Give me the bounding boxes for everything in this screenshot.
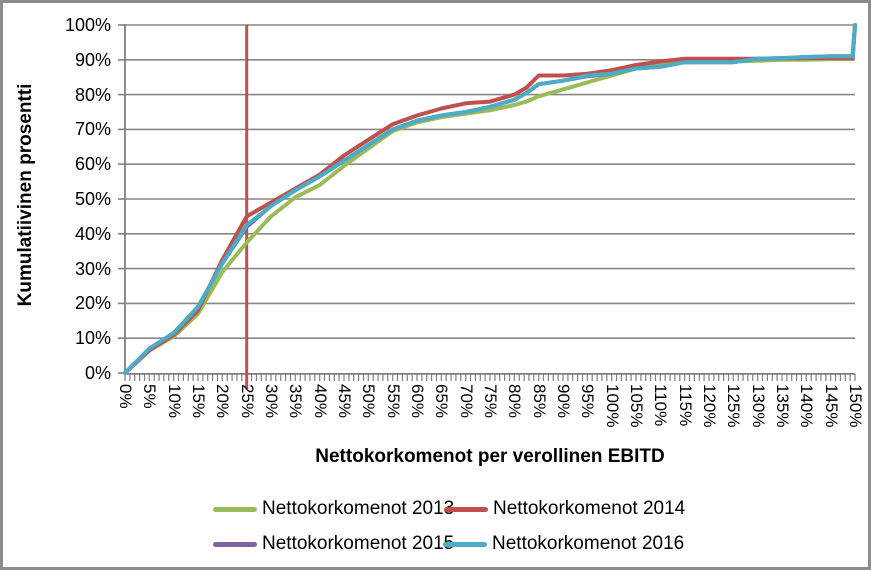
legend-label-2014: Nettokorkomenot 2014 bbox=[493, 498, 686, 519]
x-tick-label: 15% bbox=[189, 384, 208, 419]
x-tick-label: 130% bbox=[748, 384, 768, 428]
legend-item-2016: Nettokorkomenot 2016 bbox=[443, 534, 684, 554]
x-tick-label: 100% bbox=[602, 384, 622, 428]
x-axis-title: Nettokorkomenot per verollinen EBITD bbox=[315, 446, 665, 467]
x-tick-label: 10% bbox=[164, 384, 184, 419]
x-tick-label: 65% bbox=[432, 384, 452, 419]
x-tick-label: 25% bbox=[237, 384, 257, 419]
y-tick-label: 60% bbox=[74, 154, 111, 175]
x-tick-label: 50% bbox=[359, 384, 379, 419]
y-tick-label: 90% bbox=[74, 49, 111, 70]
y-tick-label: 50% bbox=[74, 189, 111, 209]
legend-item-2015: Nettokorkomenot 2015 bbox=[213, 534, 454, 554]
x-tick-label: 110% bbox=[651, 384, 671, 427]
x-tick-label: 30% bbox=[262, 384, 281, 419]
x-tick-label: 80% bbox=[505, 384, 525, 419]
y-tick-label: 70% bbox=[74, 119, 111, 140]
x-tick-label: 85% bbox=[529, 384, 549, 419]
legend-item-2013: Nettokorkomenot 2013 bbox=[213, 499, 454, 519]
x-tick-label: 35% bbox=[286, 384, 306, 419]
x-tick-label: 0% bbox=[116, 384, 135, 409]
legend-label-2015: Nettokorkomenot 2015 bbox=[262, 533, 455, 554]
x-tick-label: 70% bbox=[456, 384, 476, 419]
x-tick-label: 145% bbox=[821, 384, 841, 428]
plot-area-svg bbox=[118, 23, 857, 389]
legend-swatch-2015 bbox=[213, 541, 257, 547]
x-tick-label: 135% bbox=[773, 384, 792, 428]
x-tick-label: 55% bbox=[383, 384, 403, 419]
x-tick-label: 115% bbox=[675, 384, 695, 427]
y-tick-label: 40% bbox=[74, 223, 111, 244]
x-tick-label: 5% bbox=[140, 384, 160, 409]
y-tick-label: 30% bbox=[74, 258, 111, 279]
y-tick-label: 0% bbox=[84, 363, 111, 383]
y-tick-label: 10% bbox=[74, 328, 111, 349]
x-tick-label: 75% bbox=[481, 384, 500, 419]
x-tick-label: 45% bbox=[335, 384, 354, 419]
y-tick-label: 100% bbox=[64, 15, 111, 35]
legend-label-2016: Nettokorkomenot 2016 bbox=[492, 533, 685, 554]
x-tick-label: 90% bbox=[554, 384, 573, 419]
series-line-3 bbox=[123, 23, 857, 375]
x-tick-label: 40% bbox=[310, 384, 330, 419]
legend-swatch-2014 bbox=[444, 506, 488, 512]
legend-label-2013: Nettokorkomenot 2013 bbox=[262, 498, 455, 519]
y-tick-label: 80% bbox=[74, 84, 111, 105]
x-tick-label: 95% bbox=[578, 384, 598, 419]
x-tick-label: 140% bbox=[797, 384, 817, 428]
legend-item-2014: Nettokorkomenot 2014 bbox=[444, 499, 685, 519]
x-tick-label: 60% bbox=[408, 384, 427, 419]
x-tick-label: 125% bbox=[724, 384, 744, 428]
legend-swatch-2016 bbox=[443, 541, 487, 547]
x-tick-label: 20% bbox=[213, 384, 233, 419]
x-tick-label: 105% bbox=[627, 384, 646, 428]
x-tick-label: 150% bbox=[846, 384, 865, 428]
y-tick-label: 20% bbox=[74, 293, 111, 314]
y-axis-title: Kumulatiivinen prosentti bbox=[15, 83, 36, 307]
x-tick-label: 120% bbox=[700, 384, 719, 428]
legend-swatch-2013 bbox=[213, 506, 257, 512]
